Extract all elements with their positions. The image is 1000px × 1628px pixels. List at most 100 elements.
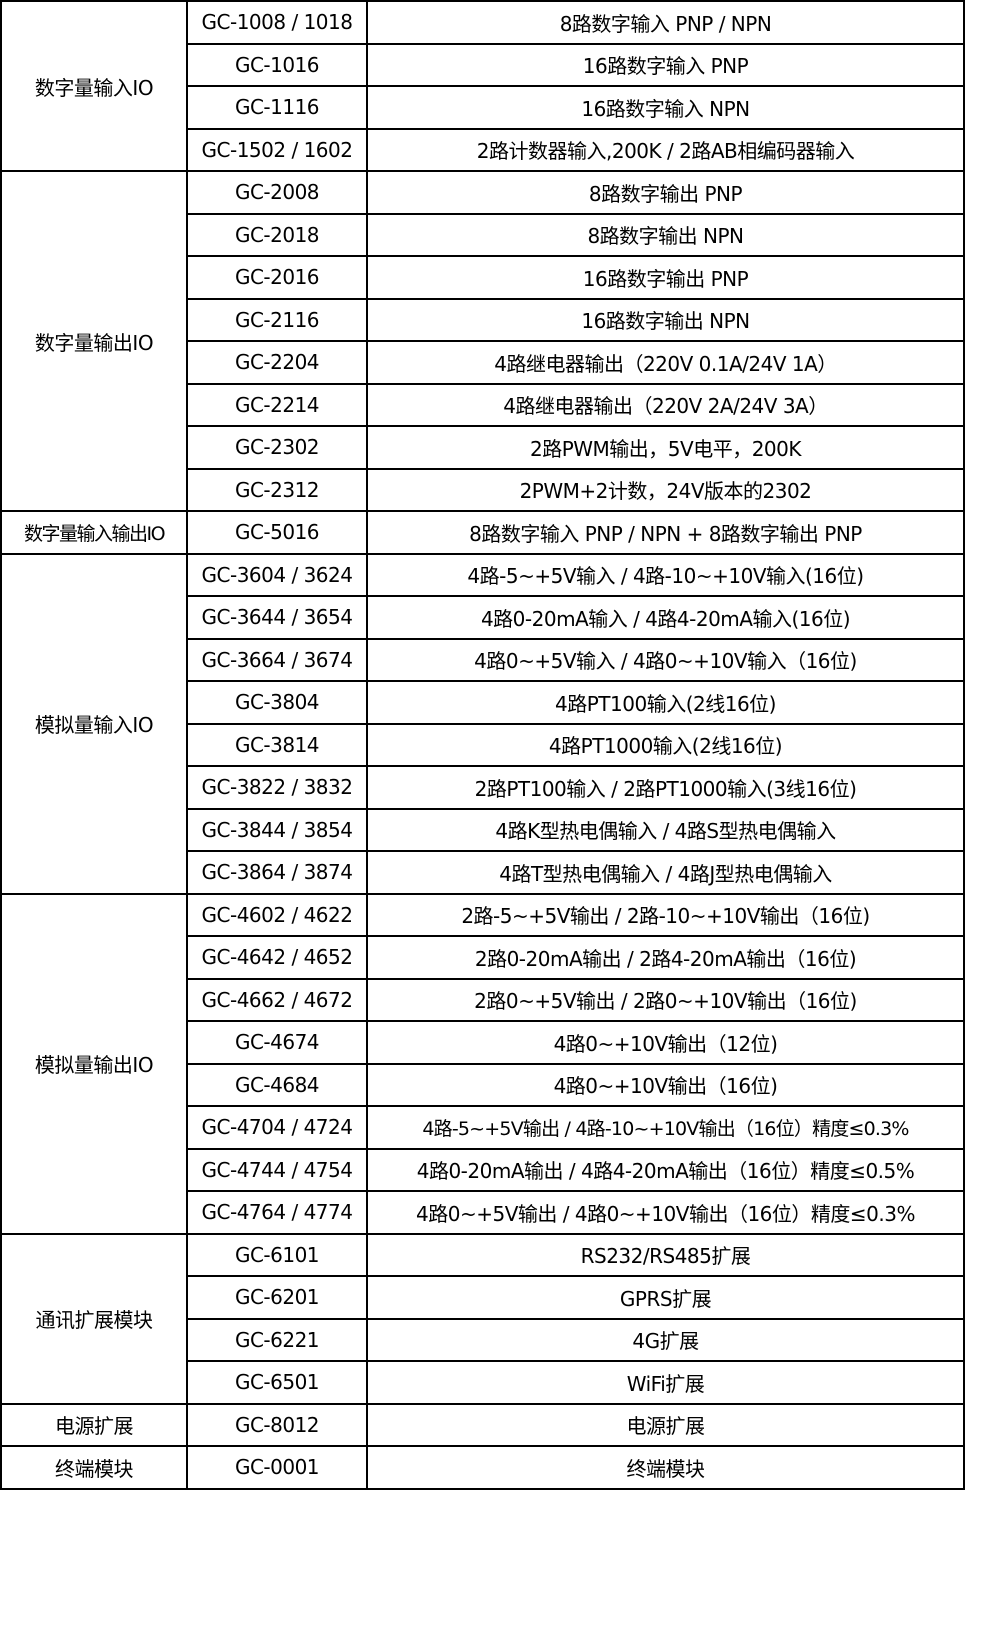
table-row: 终端模块 GC-0001 终端模块 bbox=[0, 1445, 965, 1490]
table-row: 模拟量输出IO GC-4602 / 4622 2路-5~+5V输出 / 2路-10~… bbox=[0, 892, 965, 1235]
model-cell: GC-8012 bbox=[186, 1402, 368, 1447]
description-cell: 4路继电器输出（220V 0.1A/24V 1A） bbox=[366, 340, 965, 385]
table-row: GC-3822 / 3832 2路PT100输入 / 2路PT1000输入(3线1… bbox=[1, 765, 965, 810]
model-cell: GC-4662 / 4672 bbox=[186, 977, 368, 1022]
model-cell: GC-0001 bbox=[186, 1445, 368, 1490]
model-cell: GC-2008 bbox=[186, 170, 368, 215]
description-cell: 4路0~+10V输出（12位) bbox=[366, 1020, 965, 1065]
table-row: GC-3664 / 3674 4路0~+5V输入 / 4路0~+10V输入（16位… bbox=[1, 637, 965, 682]
description-cell: 4路0~+5V输入 / 4路0~+10V输入（16位) bbox=[366, 637, 965, 682]
description-cell: 2路PT100输入 / 2路PT1000输入(3线16位) bbox=[366, 765, 965, 810]
description-cell: 终端模块 bbox=[366, 1445, 965, 1490]
table-row: GC-4674 4路0~+10V输出（12位) bbox=[1, 1020, 965, 1065]
table-row: GC-2204 4路继电器输出（220V 0.1A/24V 1A） bbox=[1, 340, 965, 385]
table-row: GC-4642 / 4652 2路0-20mA输出 / 2路4-20mA输出（16… bbox=[1, 935, 965, 980]
description-cell: 8路数字输入 PNP / NPN bbox=[366, 0, 965, 45]
table-row: GC-3814 4路PT1000输入(2线16位) bbox=[1, 722, 965, 767]
table-row: GC-4704 / 4724 4路-5~+5V输出 / 4路-10~+10V输出（… bbox=[1, 1105, 965, 1150]
category-cell: 数字量输入输出IO bbox=[0, 510, 188, 555]
description-cell: GPRS扩展 bbox=[366, 1275, 965, 1320]
model-cell: GC-6221 bbox=[186, 1317, 368, 1362]
description-cell: 4路0~+5V输出 / 4路0~+10V输出（16位）精度≤0.3% bbox=[366, 1190, 965, 1235]
table-row: GC-4744 / 4754 4路0-20mA输出 / 4路4-20mA输出（16… bbox=[1, 1147, 965, 1192]
description-cell: 16路数字输出 NPN bbox=[366, 297, 965, 342]
table-row: GC-6221 4G扩展 bbox=[1, 1317, 965, 1362]
description-cell: 8路数字输出 PNP bbox=[366, 170, 965, 215]
table-row: 模拟量输入IO GC-3604 / 3624 4路-5~+5V输入 / 4路-10~… bbox=[0, 552, 965, 895]
description-cell: 8路数字输入 PNP / NPN + 8路数字输出 PNP bbox=[366, 510, 965, 555]
model-cell: GC-3822 / 3832 bbox=[186, 765, 368, 810]
table-row: GC-1502 / 1602 2路计数器输入,200K / 2路AB相编码器输入 bbox=[1, 127, 965, 172]
model-cell: GC-4684 bbox=[186, 1062, 368, 1107]
description-cell: RS232/RS485扩展 bbox=[366, 1232, 965, 1277]
category-cell: 电源扩展 bbox=[0, 1402, 188, 1447]
model-cell: GC-6101 bbox=[186, 1232, 368, 1277]
description-cell: 8路数字输出 NPN bbox=[366, 212, 965, 257]
table-row: 数字量输入IO GC-1008 / 1018 8路数字输入 PNP / NPN bbox=[0, 0, 965, 172]
description-cell: 2路0-20mA输出 / 2路4-20mA输出（16位) bbox=[366, 935, 965, 980]
model-cell: GC-4744 / 4754 bbox=[186, 1147, 368, 1192]
description-cell: 2路-5~+5V输出 / 2路-10~+10V输出（16位) bbox=[366, 892, 965, 937]
table-row: GC-2312 2PWM+2计数，24V版本的2302 bbox=[1, 467, 965, 512]
model-cell: GC-4764 / 4774 bbox=[186, 1190, 368, 1235]
description-cell: 2PWM+2计数，24V版本的2302 bbox=[366, 467, 965, 512]
category-cell: 数字量输入IO bbox=[0, 0, 188, 172]
model-cell: GC-4674 bbox=[186, 1020, 368, 1065]
model-cell: GC-2204 bbox=[186, 340, 368, 385]
description-cell: 4路0-20mA输出 / 4路4-20mA输出（16位）精度≤0.5% bbox=[366, 1147, 965, 1192]
model-cell: GC-1008 / 1018 bbox=[186, 0, 368, 45]
table-row: GC-1016 16路数字输入 PNP bbox=[1, 42, 965, 87]
model-cell: GC-2312 bbox=[186, 467, 368, 512]
description-cell: 4路PT100输入(2线16位) bbox=[366, 680, 965, 725]
table-row: GC-6501 WiFi扩展 bbox=[1, 1360, 965, 1405]
model-cell: GC-3644 / 3654 bbox=[186, 595, 368, 640]
model-cell: GC-2214 bbox=[186, 382, 368, 427]
table-row: 电源扩展 GC-8012 电源扩展 bbox=[0, 1402, 965, 1447]
model-cell: GC-3844 / 3854 bbox=[186, 807, 368, 852]
model-cell: GC-4602 / 4622 bbox=[186, 892, 368, 937]
table-row: GC-3864 / 3874 4路T型热电偶输入 / 4路J型热电偶输入 bbox=[1, 850, 965, 895]
description-cell: 16路数字输出 PNP bbox=[366, 255, 965, 300]
model-cell: GC-2302 bbox=[186, 425, 368, 470]
table-row: GC-4764 / 4774 4路0~+5V输出 / 4路0~+10V输出（16位… bbox=[1, 1190, 965, 1235]
table-row: GC-3844 / 3854 4路K型热电偶输入 / 4路S型热电偶输入 bbox=[1, 807, 965, 852]
description-cell: 4路0~+10V输出（16位) bbox=[366, 1062, 965, 1107]
product-table: 数字量输入IO GC-1008 / 1018 8路数字输入 PNP / NPN GC-… bbox=[0, 0, 965, 1490]
model-cell: GC-6501 bbox=[186, 1360, 368, 1405]
model-cell: GC-1502 / 1602 bbox=[186, 127, 368, 172]
model-cell: GC-3804 bbox=[186, 680, 368, 725]
table-row: GC-3804 4路PT100输入(2线16位) bbox=[1, 680, 965, 725]
table-row: GC-2018 8路数字输出 NPN bbox=[1, 212, 965, 257]
category-cell: 终端模块 bbox=[0, 1445, 188, 1490]
table-row: GC-2214 4路继电器输出（220V 2A/24V 3A） bbox=[1, 382, 965, 427]
table-row: GC-1116 16路数字输入 NPN bbox=[1, 85, 965, 130]
model-cell: GC-2018 bbox=[186, 212, 368, 257]
model-cell: GC-5016 bbox=[186, 510, 368, 555]
model-cell: GC-3664 / 3674 bbox=[186, 637, 368, 682]
description-cell: WiFi扩展 bbox=[366, 1360, 965, 1405]
table-row: GC-2116 16路数字输出 NPN bbox=[1, 297, 965, 342]
category-cell: 模拟量输出IO bbox=[0, 892, 188, 1235]
model-cell: GC-4704 / 4724 bbox=[186, 1105, 368, 1150]
description-cell: 4路K型热电偶输入 / 4路S型热电偶输入 bbox=[366, 807, 965, 852]
table-row: GC-2016 16路数字输出 PNP bbox=[1, 255, 965, 300]
model-cell: GC-4642 / 4652 bbox=[186, 935, 368, 980]
model-cell: GC-1116 bbox=[186, 85, 368, 130]
table-row: 数字量输出IO GC-2008 8路数字输出 PNP bbox=[0, 170, 965, 512]
description-cell: 2路PWM输出，5V电平，200K bbox=[366, 425, 965, 470]
category-cell: 数字量输出IO bbox=[0, 170, 188, 512]
description-cell: 4路0-20mA输入 / 4路4-20mA输入(16位) bbox=[366, 595, 965, 640]
description-cell: 4路-5~+5V输出 / 4路-10~+10V输出（16位）精度≤0.3% bbox=[366, 1105, 965, 1150]
model-cell: GC-2116 bbox=[186, 297, 368, 342]
model-cell: GC-3604 / 3624 bbox=[186, 552, 368, 597]
table-row: GC-6201 GPRS扩展 bbox=[1, 1275, 965, 1320]
table-row: GC-2302 2路PWM输出，5V电平，200K bbox=[1, 425, 965, 470]
description-cell: 16路数字输入 PNP bbox=[366, 42, 965, 87]
category-cell: 模拟量输入IO bbox=[0, 552, 188, 895]
description-cell: 4路T型热电偶输入 / 4路J型热电偶输入 bbox=[366, 850, 965, 895]
description-cell: 4路PT1000输入(2线16位) bbox=[366, 722, 965, 767]
model-cell: GC-2016 bbox=[186, 255, 368, 300]
model-cell: GC-3864 / 3874 bbox=[186, 850, 368, 895]
description-cell: 16路数字输入 NPN bbox=[366, 85, 965, 130]
table-row: GC-4684 4路0~+10V输出（16位) bbox=[1, 1062, 965, 1107]
